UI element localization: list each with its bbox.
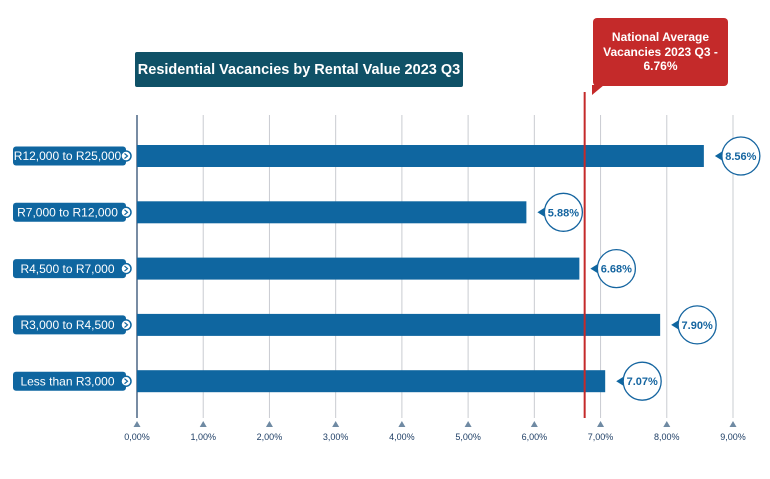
category-chevron-icon bbox=[124, 378, 129, 385]
value-label: 5.88% bbox=[548, 207, 579, 219]
value-bubble bbox=[622, 361, 662, 401]
value-label: 7.07% bbox=[627, 376, 658, 388]
category-label: R12,000 to R25,000 bbox=[14, 149, 122, 163]
x-tick-marker bbox=[265, 421, 273, 427]
x-tick-label: 1,00% bbox=[190, 432, 216, 442]
x-tick-label: 7,00% bbox=[588, 432, 614, 442]
category-label-knob bbox=[120, 319, 132, 331]
chart-title: Residential Vacancies by Rental Value 20… bbox=[135, 52, 463, 87]
value-label: 7.90% bbox=[682, 320, 713, 332]
category-label-box bbox=[13, 259, 126, 279]
x-tick-marker bbox=[663, 421, 671, 427]
category-chevron-icon bbox=[124, 321, 129, 328]
bar bbox=[137, 313, 661, 336]
value-pointer bbox=[590, 263, 599, 274]
x-tick-marker bbox=[729, 421, 737, 427]
category-label-knob bbox=[120, 206, 132, 219]
bar bbox=[137, 201, 527, 224]
value-pointer bbox=[537, 207, 546, 218]
national-average-callout: National Average Vacancies 2023 Q3 - 6.7… bbox=[592, 18, 728, 95]
x-tick-marker bbox=[597, 421, 605, 427]
x-tick-marker bbox=[332, 421, 340, 427]
category-label: Less than R3,000 bbox=[20, 374, 114, 388]
x-tick-label: 3,00% bbox=[323, 432, 349, 442]
value-bubble bbox=[677, 305, 717, 345]
value-bubble bbox=[721, 136, 761, 176]
category-label: R7,000 to R12,000 bbox=[17, 206, 118, 220]
value-bubble bbox=[596, 248, 637, 289]
category-label-box bbox=[13, 202, 126, 222]
x-tick-label: 8,00% bbox=[654, 432, 680, 442]
x-tick-label: 5,00% bbox=[455, 432, 481, 442]
bar bbox=[137, 370, 606, 393]
x-tick-marker bbox=[464, 421, 472, 427]
x-tick-label: 0,00% bbox=[124, 432, 150, 442]
x-tick-label: 6,00% bbox=[522, 432, 548, 442]
category-label: R4,500 to R7,000 bbox=[20, 262, 114, 276]
category-label-knob bbox=[120, 262, 132, 275]
x-tick-marker bbox=[398, 421, 406, 427]
category-label-box bbox=[13, 315, 126, 335]
x-tick-marker bbox=[530, 421, 538, 427]
x-tick-marker bbox=[133, 421, 141, 427]
category-label: R3,000 to R4,500 bbox=[20, 318, 114, 332]
bar bbox=[137, 257, 580, 280]
value-pointer bbox=[714, 151, 723, 161]
category-label-knob bbox=[120, 375, 132, 387]
category-chevron-icon bbox=[124, 209, 129, 216]
value-pointer bbox=[671, 319, 680, 330]
category-chevron-icon bbox=[124, 153, 129, 159]
x-tick-label: 9,00% bbox=[720, 432, 746, 442]
value-label: 8.56% bbox=[725, 151, 756, 163]
bar bbox=[137, 145, 704, 167]
value-label: 6.68% bbox=[601, 264, 632, 276]
category-label-box bbox=[13, 371, 126, 391]
category-label-knob bbox=[120, 150, 132, 162]
x-tick-label: 4,00% bbox=[389, 432, 415, 442]
x-tick-marker bbox=[199, 421, 207, 427]
x-tick-label: 2,00% bbox=[257, 432, 283, 442]
value-bubble bbox=[543, 192, 584, 232]
category-label-box bbox=[13, 146, 126, 166]
category-chevron-icon bbox=[124, 265, 129, 272]
value-pointer bbox=[616, 376, 625, 387]
